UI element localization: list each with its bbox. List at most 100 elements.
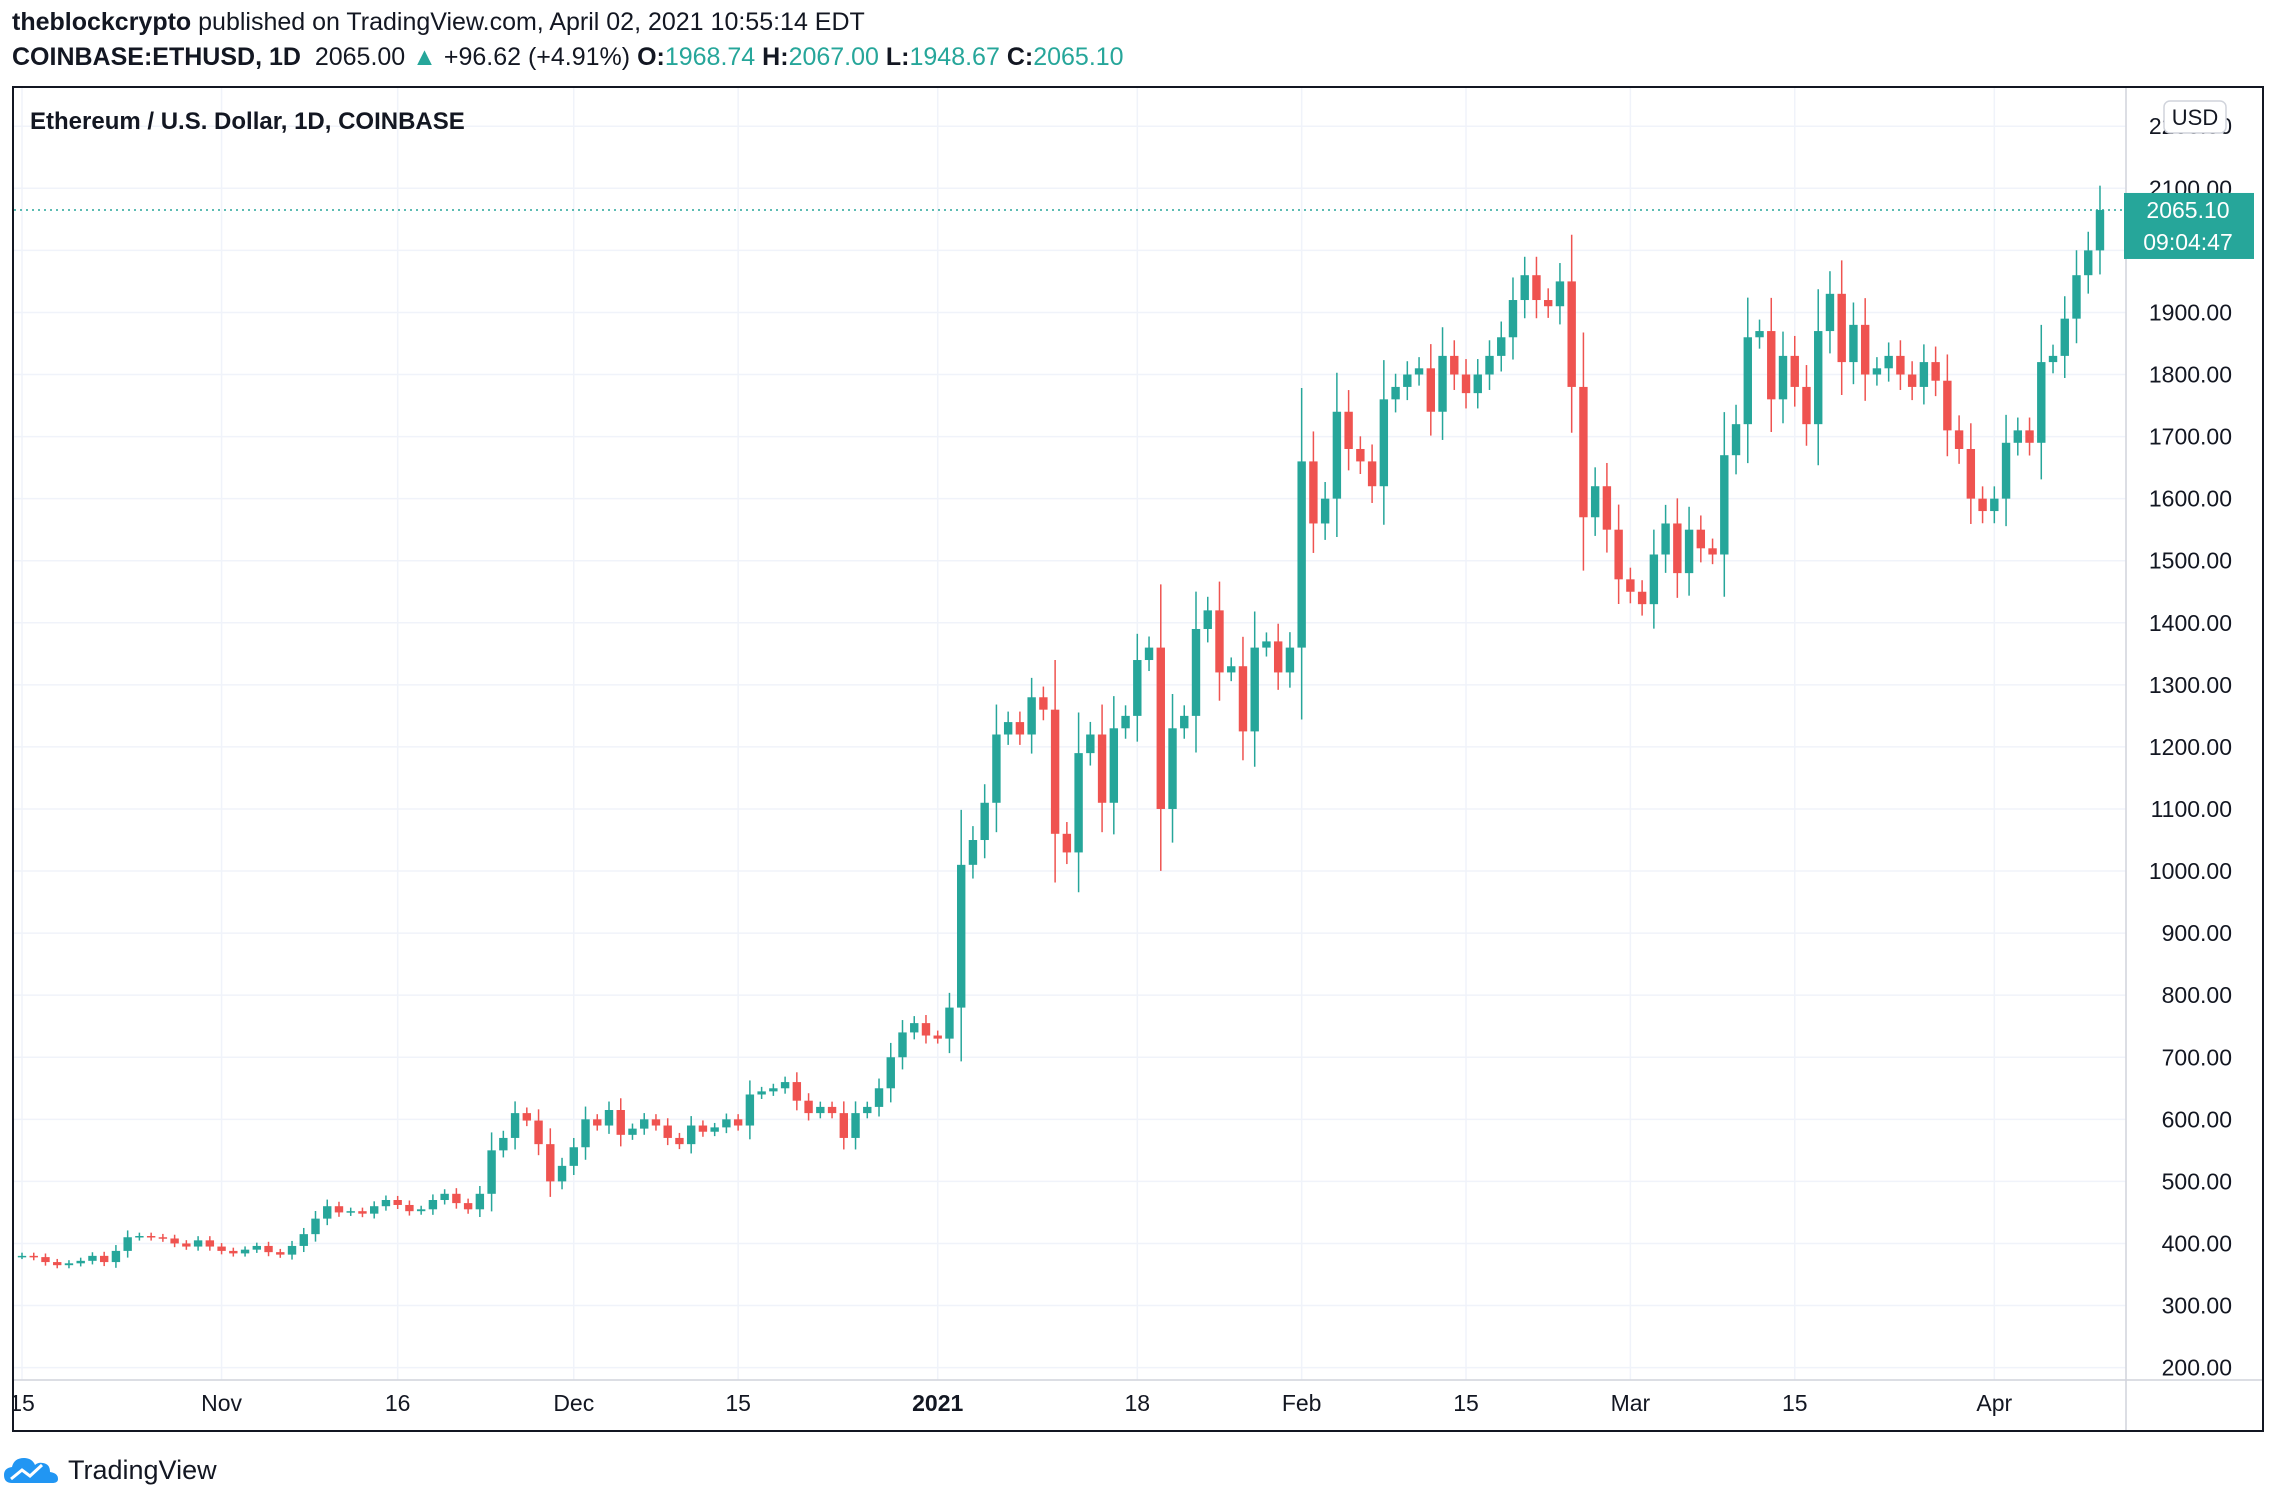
candle	[1086, 721, 1095, 766]
candle-body	[123, 1237, 132, 1251]
price-tick-label: 200.00	[2162, 1355, 2232, 1381]
candle	[1144, 636, 1154, 672]
candle	[1814, 289, 1823, 466]
candle	[769, 1083, 778, 1096]
candle	[1837, 260, 1846, 396]
candle-body	[1356, 448, 1365, 462]
candle	[745, 1080, 755, 1140]
candle	[1109, 696, 1119, 835]
candle	[1309, 431, 1318, 553]
candle-body	[1919, 362, 1929, 387]
tradingview-brand[interactable]: TradingView	[68, 1454, 217, 1485]
candle-body	[53, 1262, 62, 1266]
candle	[616, 1098, 625, 1147]
low-value: 1948.67	[909, 43, 1000, 71]
time-tick-label: Dec	[553, 1390, 594, 1416]
candle	[1907, 361, 1917, 401]
price-chart[interactable]: 200.00 300.00 400.00 500.00 600.00 700.00 800.…	[14, 88, 2262, 1430]
price-tick-label: 1100.00	[2151, 796, 2232, 822]
candle	[1778, 331, 1788, 424]
time-tick-label: 15	[725, 1390, 751, 1416]
candle-body	[1003, 722, 1013, 735]
candle	[757, 1086, 766, 1099]
tradingview-footer: TradingView	[0, 1450, 217, 1490]
candle	[1532, 256, 1541, 319]
candle	[170, 1234, 179, 1248]
candle-body	[874, 1088, 884, 1107]
currency-label: USD	[2172, 105, 2218, 130]
candle-body	[1520, 275, 1529, 301]
candle	[452, 1188, 461, 1209]
close-value: 2065.10	[1033, 43, 1124, 71]
candle	[1168, 693, 1177, 843]
candle	[229, 1247, 238, 1257]
price-tick-label: 500.00	[2162, 1168, 2232, 1194]
candle-body	[229, 1250, 238, 1254]
candle-body	[1297, 461, 1306, 648]
candle	[780, 1076, 790, 1094]
price-tick-label: 1000.00	[2149, 858, 2232, 884]
candle	[2060, 296, 2069, 379]
candle	[2037, 324, 2046, 480]
candle	[1637, 580, 1647, 616]
candle-body	[2084, 250, 2093, 276]
candle	[1849, 302, 1858, 385]
candle-body	[816, 1106, 825, 1114]
author-name[interactable]: theblockcrypto	[12, 8, 192, 36]
price-tick-label: 800.00	[2162, 982, 2232, 1008]
candle	[651, 1114, 661, 1131]
high-label: H:	[762, 43, 789, 71]
candle-body	[522, 1113, 532, 1121]
candle-body	[2013, 430, 2022, 443]
candle-body	[487, 1150, 496, 1194]
candle-body	[1450, 355, 1459, 375]
candle	[1731, 404, 1741, 475]
candle-body	[17, 1255, 27, 1258]
candle-body	[663, 1125, 672, 1138]
candle	[311, 1211, 320, 1242]
candle	[1180, 705, 1189, 739]
candle	[510, 1101, 520, 1150]
candle-body	[475, 1193, 485, 1210]
tradingview-logo-icon	[4, 1458, 58, 1483]
candle	[88, 1252, 97, 1265]
candle	[205, 1236, 215, 1251]
candle-body	[1696, 529, 1706, 549]
candle	[1227, 657, 1236, 682]
candle	[1590, 467, 1600, 536]
candle	[1238, 636, 1248, 761]
candle	[1673, 498, 1682, 598]
candle	[604, 1101, 614, 1134]
candle	[1027, 677, 1036, 754]
candle-body	[299, 1234, 308, 1246]
candle	[1755, 319, 1764, 349]
candle-body	[1884, 355, 1893, 369]
candle-body	[733, 1119, 743, 1126]
up-arrow-icon: ▲	[412, 43, 437, 71]
candle	[217, 1243, 226, 1255]
candle	[1649, 529, 1659, 629]
price-tick-label: 1600.00	[2149, 486, 2232, 512]
candle	[534, 1109, 543, 1156]
candle-body	[1778, 355, 1788, 400]
candle-body	[675, 1137, 684, 1145]
candle-body	[1790, 355, 1799, 387]
last-price-label: 2065.10	[2146, 197, 2229, 223]
candles	[17, 185, 2105, 1269]
symbol-info: COINBASE:ETHUSD, 1D 2065.00 ▲ +96.62 (+4…	[12, 43, 1124, 72]
candle-body	[1497, 337, 1506, 356]
candle	[463, 1198, 473, 1214]
candle-body	[1039, 697, 1048, 710]
candle-body	[1544, 300, 1553, 307]
currency-button[interactable]: USD	[2163, 100, 2227, 134]
candle	[334, 1201, 344, 1217]
candle	[1626, 567, 1635, 604]
candle	[816, 1101, 825, 1119]
candle	[640, 1113, 649, 1135]
candle-body	[1086, 734, 1095, 754]
candle-body	[686, 1125, 696, 1145]
chart-frame[interactable]: 200.00 300.00 400.00 500.00 600.00 700.00 800.…	[12, 86, 2264, 1432]
candle-body	[757, 1091, 766, 1095]
candle	[381, 1195, 391, 1211]
candle	[1720, 412, 1729, 597]
